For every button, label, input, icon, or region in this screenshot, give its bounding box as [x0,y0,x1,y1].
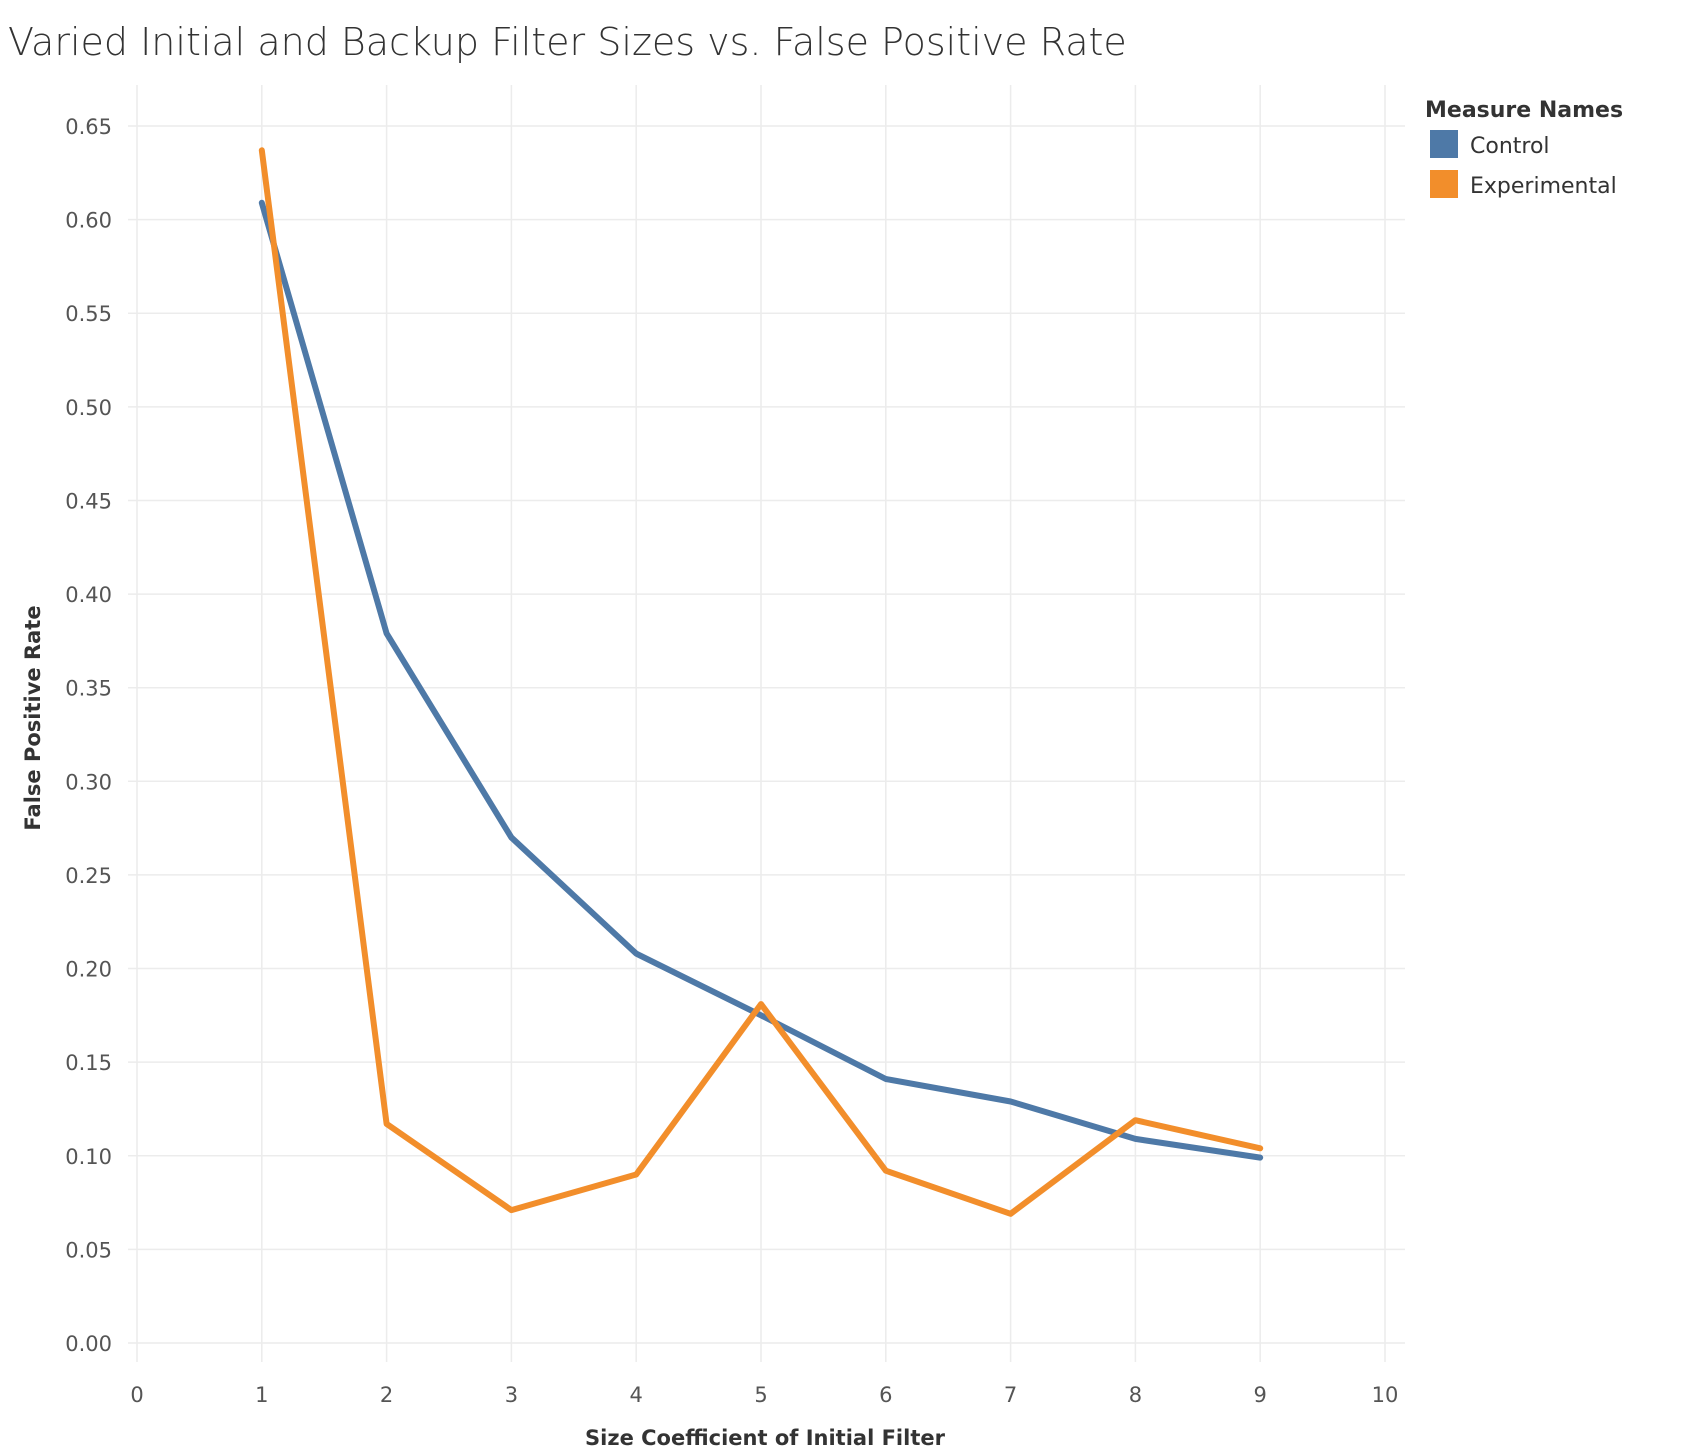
legend-items: Control Experimental [1430,130,1617,199]
y-tick-label: 0.05 [65,1238,112,1262]
x-tick-label: 5 [754,1383,767,1407]
y-tick-label: 0.50 [65,396,112,420]
legend-title: Measure Names [1425,98,1623,123]
legend-label-control: Control [1470,134,1550,159]
x-tick-label: 8 [1129,1383,1142,1407]
x-tick-label: 10 [1372,1383,1399,1407]
series-line-control [258,199,1264,1161]
y-tick-label: 0.40 [65,583,112,607]
y-tick-label: 0.15 [65,1051,112,1075]
y-tick-label: 0.65 [65,115,112,139]
legend-swatch-control [1430,130,1458,158]
x-tick-label: 7 [1004,1383,1017,1407]
x-tick-label: 9 [1254,1383,1267,1407]
gridlines [128,85,1405,1362]
x-tick-label: 4 [630,1383,643,1407]
x-tick-label: 0 [130,1383,143,1407]
y-tick-label: 0.00 [65,1332,112,1356]
y-tick-label: 0.35 [65,677,112,701]
legend: Measure Names Control Experimental [1425,98,1623,199]
chart-title: Varied Initial and Backup Filter Sizes v… [8,20,1127,64]
y-axis-ticks: 0.00 0.05 0.10 0.15 0.20 0.25 0.30 0.35 0.40 0.45… [65,115,112,1356]
y-tick-label: 0.30 [65,770,112,794]
y-tick-label: 0.20 [65,958,112,982]
y-tick-label: 0.25 [65,864,112,888]
x-tick-label: 1 [255,1383,268,1407]
x-tick-label: 6 [879,1383,892,1407]
x-tick-label: 3 [505,1383,518,1407]
legend-swatch-experimental [1430,170,1458,198]
series-lines [258,147,1264,1217]
y-tick-label: 0.55 [65,302,112,326]
y-tick-label: 0.45 [65,489,112,513]
x-tick-label: 2 [380,1383,393,1407]
x-axis-ticks: 0 1 2 3 4 5 6 7 8 9 10 [130,1383,1398,1407]
y-axis-title: False Positive Rate [21,605,45,830]
y-tick-label: 0.10 [65,1145,112,1169]
legend-label-experimental: Experimental [1470,174,1617,199]
x-axis-title: Size Coefficient of Initial Filter [585,1426,946,1450]
y-tick-label: 0.60 [65,209,112,233]
series-line-experimental [258,147,1264,1217]
